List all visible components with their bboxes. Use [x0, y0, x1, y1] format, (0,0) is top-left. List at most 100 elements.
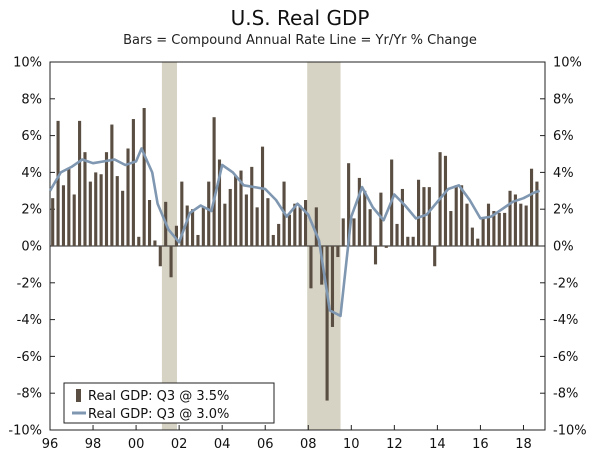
y-tick-label-right: 10%: [553, 56, 582, 71]
gdp-bar: [379, 192, 383, 246]
gdp-bar: [427, 187, 431, 246]
gdp-bar: [465, 203, 469, 246]
gdp-bar: [147, 200, 152, 246]
gdp-bar: [153, 240, 157, 246]
gdp-bar: [304, 200, 308, 246]
gdp-bar: [395, 223, 399, 246]
gdp-bar: [298, 205, 302, 246]
x-tick-label: 02: [171, 437, 188, 452]
x-tick-label: 06: [257, 437, 274, 452]
y-tick-label-left: -6%: [17, 350, 42, 365]
y-tick-label-left: 0%: [21, 240, 42, 255]
gdp-bar: [347, 163, 351, 246]
x-tick-label: 18: [515, 437, 532, 452]
gdp-bar: [201, 207, 205, 246]
gdp-bar: [363, 190, 367, 246]
gdp-bar: [255, 207, 259, 246]
gdp-bar: [336, 246, 340, 258]
y-tick-label-right: -6%: [553, 350, 578, 365]
gdp-bar: [271, 234, 275, 246]
x-tick-label: 16: [472, 437, 489, 452]
gdp-bar: [142, 108, 146, 246]
y-tick-label-left: -8%: [17, 387, 42, 402]
gdp-bar: [83, 152, 87, 246]
gdp-bar: [433, 246, 437, 267]
x-tick-label: 98: [85, 437, 102, 452]
gdp-bar: [260, 146, 265, 246]
gdp-bar: [411, 236, 415, 246]
gdp-bar: [234, 176, 238, 246]
gdp-bar: [330, 246, 335, 327]
gdp-bar: [88, 181, 92, 246]
gdp-bar: [61, 185, 66, 246]
gdp-bar: [250, 166, 254, 246]
chart-subtitle: Bars = Compound Annual Rate Line = Yr/Yr…: [123, 33, 477, 48]
y-tick-label-right: 8%: [553, 92, 574, 107]
gdp-bar: [486, 203, 491, 246]
gdp-bar: [325, 246, 329, 401]
y-tick-label-left: 8%: [21, 92, 42, 107]
gdp-bar: [223, 203, 227, 246]
gdp-bar: [110, 124, 114, 246]
gdp-bar: [191, 209, 195, 246]
gdp-bar: [416, 179, 421, 246]
gdp-bar: [277, 223, 281, 246]
gdp-bar: [481, 218, 485, 246]
y-tick-label-left: 4%: [21, 166, 42, 181]
gdp-bar: [470, 227, 474, 246]
gdp-bar: [406, 236, 410, 246]
gdp-bar: [287, 214, 291, 246]
chart-title: U.S. Real GDP: [230, 6, 370, 30]
legend-box: [63, 382, 275, 424]
gdp-bar: [508, 190, 512, 246]
gdp-bar: [293, 203, 297, 246]
gdp-bar: [56, 120, 60, 246]
gdp-bar: [104, 152, 109, 246]
plot-frame: [49, 61, 546, 431]
x-tick-label: 10: [343, 437, 360, 452]
gdp-bar: [460, 185, 464, 246]
gdp-bar: [196, 234, 200, 246]
x-tick-label: 96: [42, 437, 59, 452]
gdp-bar: [121, 190, 125, 246]
y-tick-label-left: -2%: [17, 276, 42, 291]
x-tick-label: 00: [128, 437, 145, 452]
gdp-bar: [72, 194, 76, 246]
gdp-bar: [244, 194, 248, 246]
gdp-bar: [78, 120, 82, 246]
gdp-bar: [99, 174, 103, 246]
y-tick-label-left: -4%: [17, 313, 42, 328]
gdp-bar: [67, 168, 71, 246]
gdp-bar: [476, 238, 480, 246]
gdp-bar: [185, 205, 189, 246]
gdp-bar: [384, 246, 388, 248]
gdp-bar: [519, 203, 523, 246]
gdp-bar: [352, 218, 356, 246]
gdp-bar: [158, 246, 162, 267]
gdp-bar: [228, 188, 232, 246]
y-tick-label-left: 10%: [13, 56, 42, 71]
gdp-bar: [131, 119, 135, 246]
gdp-bar: [217, 159, 222, 246]
y-tick-label-right: -10%: [553, 424, 587, 439]
gdp-bar: [492, 211, 496, 246]
line-series: [48, 147, 541, 318]
x-tick-label: 12: [386, 437, 403, 452]
gdp-bar: [524, 205, 528, 246]
gdp-bar: [51, 198, 55, 246]
y-tick-label-right: 2%: [553, 203, 574, 218]
gdp-bar: [212, 117, 216, 246]
gdp-bar: [529, 168, 534, 246]
y-tick-label-left: 2%: [21, 203, 42, 218]
gdp-bar: [454, 185, 458, 246]
gdp-bar: [94, 172, 98, 246]
y-tick-label-right: -8%: [553, 387, 578, 402]
legend: Real GDP: Q3 @ 3.5% Real GDP: Q3 @ 3.0%: [63, 382, 275, 424]
gdp-bar: [357, 177, 361, 246]
gdp-bar: [137, 236, 141, 246]
y-tick-label-right: 4%: [553, 166, 574, 181]
gdp-bar: [169, 246, 173, 278]
gdp-bar: [400, 188, 404, 246]
gdp-bar: [174, 225, 179, 246]
